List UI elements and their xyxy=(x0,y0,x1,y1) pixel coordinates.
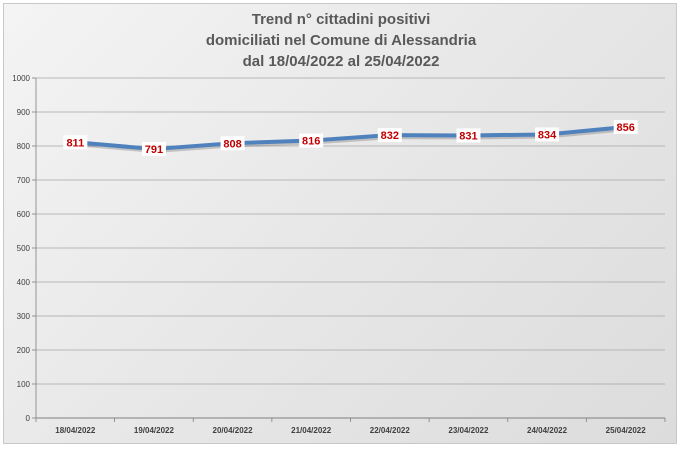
chart-title: Trend n° cittadini positivi domiciliati … xyxy=(4,9,678,72)
x-tick-label: 22/04/2022 xyxy=(370,426,411,435)
chart-title-line-1: Trend n° cittadini positivi xyxy=(251,11,431,28)
x-tick-label: 20/04/2022 xyxy=(213,426,254,435)
y-tick-label: 900 xyxy=(17,108,31,117)
y-tick-label: 300 xyxy=(17,312,31,321)
y-tick-label: 800 xyxy=(17,142,31,151)
y-tick-label: 0 xyxy=(26,414,31,423)
data-label: 831 xyxy=(459,130,477,142)
x-tick-label: 24/04/2022 xyxy=(527,426,568,435)
data-label-box xyxy=(377,128,402,143)
data-label: 811 xyxy=(66,137,84,149)
data-label: 834 xyxy=(538,129,557,141)
series-line xyxy=(73,124,628,152)
y-tick-label: 1000 xyxy=(12,74,30,83)
data-label-box xyxy=(456,128,481,143)
y-tick-label: 200 xyxy=(17,346,31,355)
data-label: 832 xyxy=(381,130,399,142)
data-label-box xyxy=(220,136,245,151)
x-tick-label: 21/04/2022 xyxy=(291,426,332,435)
chart-area: Trend n° cittadini positivi domiciliati … xyxy=(3,3,677,444)
y-tick-label: 700 xyxy=(17,176,31,185)
x-tick-label: 23/04/2022 xyxy=(448,426,489,435)
data-label: 856 xyxy=(617,122,635,134)
x-tick-label: 25/04/2022 xyxy=(606,426,647,435)
data-label-box xyxy=(299,133,324,148)
data-label: 816 xyxy=(302,136,320,148)
data-label-box xyxy=(141,142,166,157)
y-tick-label: 100 xyxy=(17,380,31,389)
chart-title-line-3: dal 18/04/2022 al 25/04/2022 xyxy=(242,53,440,70)
data-label-box xyxy=(613,119,638,134)
data-label-box xyxy=(535,127,560,142)
y-tick-label: 400 xyxy=(17,278,31,287)
x-tick-label: 19/04/2022 xyxy=(134,426,175,435)
y-tick-label: 500 xyxy=(17,244,31,253)
chart-title-line-2: domiciliati nel Comune di Alessandria xyxy=(205,32,477,49)
y-tick-label: 600 xyxy=(17,210,31,219)
data-label: 808 xyxy=(223,138,241,150)
x-tick-label: 18/04/2022 xyxy=(55,426,96,435)
data-label: 791 xyxy=(145,144,163,156)
data-label-box xyxy=(63,135,88,150)
